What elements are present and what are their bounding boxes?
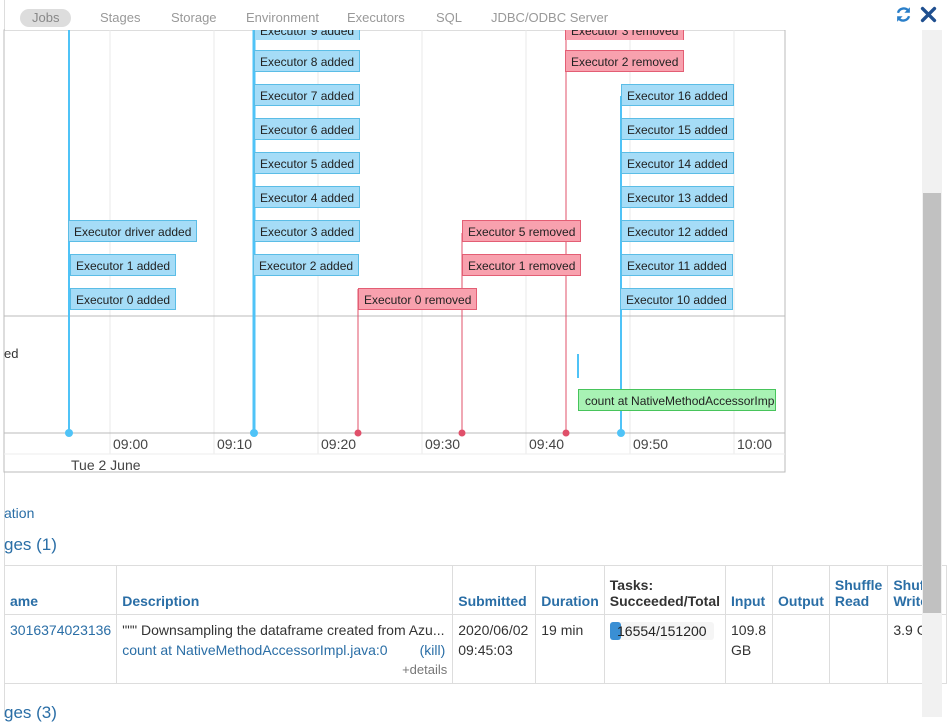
job-event[interactable]: count at NativeMethodAccessorImp [578,389,776,411]
vertical-gridlines [109,30,735,454]
time-tick: 09:10 [217,436,253,452]
tasks-progress-bar: 16554/151200 [609,622,714,640]
table-row: 3016374023136 """ Downsampling the dataf… [3,614,947,684]
input-value: 109.8 GB [731,622,767,658]
tab-environment[interactable]: Environment [246,10,319,25]
executor-event[interactable]: Executor 2 removed [565,50,685,72]
executor-event[interactable]: Executor 1 added [70,254,177,276]
executor-event[interactable]: Executor 3 added [254,220,361,242]
clipped-event-wrap: Executor 3 removed [565,30,687,40]
clipped-event-wrap: Executor 9 added [254,30,362,40]
executor-event[interactable]: Executor 10 added [620,288,733,310]
close-icon[interactable] [920,6,937,23]
col-submitted[interactable]: Submitted [452,565,537,615]
executor-event[interactable]: Executor 13 added [621,186,734,208]
executor-event[interactable]: Executor 14 added [621,152,734,174]
executor-event[interactable]: Executor driver added [68,220,198,242]
job-lane-label: ed [4,346,19,361]
callsite-link[interactable]: count at NativeMethodAccessorImpl.java:0 [122,642,388,658]
tab-storage[interactable]: Storage [171,10,217,25]
executor-event[interactable]: Executor 7 added [254,84,361,106]
time-tick: 09:50 [633,436,669,452]
table-header-row: ame Description Submitted Duration Tasks… [3,565,947,615]
enable-zooming-link[interactable]: ation [4,505,35,521]
executor-event[interactable]: Executor 11 added [621,254,733,276]
col-description[interactable]: Description [116,565,454,615]
stage-description: """ Downsampling the dataframe created f… [122,622,445,638]
executor-event[interactable]: Executor 5 added [254,152,361,174]
stage-name-link[interactable]: 3016374023136 [10,622,112,638]
time-tick: 09:20 [321,436,357,452]
event-dot [617,429,625,437]
executor-event[interactable]: Executor 2 added [253,254,360,276]
kill-link[interactable]: (kill) [419,642,446,658]
cell-input: 109.8 GB [725,614,774,684]
scrollbar-thumb[interactable] [923,193,941,613]
event-dot [562,429,570,437]
tab-jobs[interactable]: Jobs [20,9,72,27]
active-stages-title[interactable]: ges (1) [4,535,57,554]
event-dot [354,429,362,437]
tab-stages[interactable]: Stages [100,10,141,25]
executor-event[interactable]: Executor 9 added [254,30,361,40]
event-dot [458,429,466,437]
active-stages-table: ame Description Submitted Duration Tasks… [3,565,947,684]
time-tick: 09:40 [529,436,565,452]
submitted-value: 2020/06/02 09:45:03 [458,622,529,658]
executor-event[interactable]: Executor 6 added [254,118,361,140]
executor-event[interactable]: Executor 8 added [254,50,361,72]
event-timeline: Executor driver added Executor 1 added E… [3,29,786,473]
time-tick: 09:30 [425,436,461,452]
cell-tasks: 16554/151200 [603,614,727,684]
cell-output [772,614,830,684]
event-dot [250,429,258,437]
col-output[interactable]: Output [772,565,830,615]
col-stage-name[interactable]: ame [3,565,118,615]
callsite-row: count at NativeMethodAccessorImpl.java:0… [122,640,447,660]
executor-event[interactable]: Executor 12 added [621,220,734,242]
refresh-icon[interactable] [895,6,912,23]
time-tick: 10:00 [737,436,773,452]
executor-event[interactable]: Executor 16 added [621,84,734,106]
executor-event[interactable]: Executor 15 added [621,118,734,140]
tasks-progress-text: 16554/151200 [617,623,707,639]
tab-sql[interactable]: SQL [436,10,463,25]
pending-stages-title[interactable]: ges (3) [4,703,57,722]
cell-submitted: 2020/06/02 09:45:03 [452,614,537,684]
date-label: Tue 2 June [71,457,141,473]
tasks-progress-fill [609,622,622,640]
executor-event[interactable]: Executor 3 removed [565,30,685,40]
executor-event[interactable]: Executor 5 removed [462,220,582,242]
top-edge [0,0,950,4]
tasks-header: Tasks: Succeeded/Total [609,577,721,609]
col-tasks: Tasks: Succeeded/Total [603,565,727,615]
time-tick: 09:00 [113,436,149,452]
details-toggle[interactable]: +details [402,662,448,677]
event-dot [65,429,73,437]
col-shuffle-read[interactable]: Shuffle Read [828,565,889,615]
executor-event[interactable]: Executor 4 added [254,186,361,208]
executor-event[interactable]: Executor 0 added [70,288,177,310]
cell-stage-name: 3016374023136 [3,614,118,684]
duration-value: 19 min [541,622,584,638]
executor-event[interactable]: Executor 0 removed [358,288,478,310]
tab-executors[interactable]: Executors [347,10,405,25]
tab-bar: Jobs Stages Storage Environment Executor… [5,4,945,30]
executor-event[interactable]: Executor 1 removed [462,254,582,276]
cell-shuffle-read [828,614,889,684]
col-duration[interactable]: Duration [535,565,605,615]
cell-description: """ Downsampling the dataframe created f… [116,614,454,684]
tab-jdbc-odbc-server[interactable]: JDBC/ODBC Server [491,10,609,25]
col-input[interactable]: Input [725,565,774,615]
cell-duration: 19 min [535,614,605,684]
